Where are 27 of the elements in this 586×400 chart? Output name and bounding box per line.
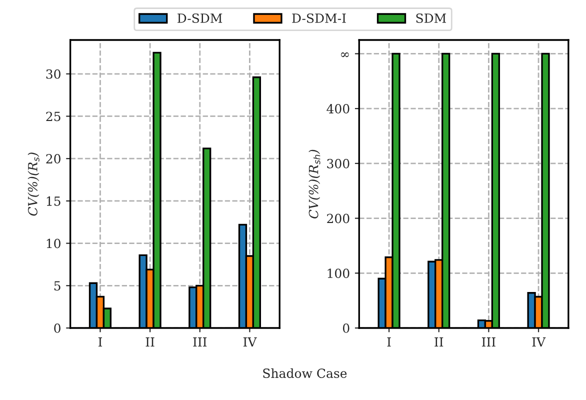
x-axis-title: Shadow Case: [263, 368, 347, 378]
y-tick-label: 20: [46, 154, 60, 164]
y-tick-label: 10: [46, 238, 60, 248]
legend-label: D-SDM-I: [292, 13, 346, 23]
legend-label: SDM: [416, 13, 446, 23]
y-tick-label: 25: [46, 112, 60, 122]
x-tick-label: I: [387, 337, 391, 347]
x-tick-label: II: [146, 337, 154, 347]
y-tick-label: ∞: [341, 52, 349, 58]
y-tick-label: 0: [342, 323, 350, 333]
x-tick-label: IV: [532, 337, 546, 347]
x-tick-label: III: [193, 337, 207, 347]
x-tick-label: IV: [243, 337, 257, 347]
y-tick-label: 0: [54, 323, 60, 333]
x-tick-label: III: [482, 337, 496, 347]
x-tick-label: II: [434, 337, 444, 347]
y-axis-title: CV(%)(R$_{sh}$): [308, 150, 320, 218]
y-tick-label: 300: [327, 158, 350, 168]
y-axis-title: CV(%)(R$_{s}$): [28, 152, 40, 216]
y-tick-label: 15: [46, 196, 60, 206]
y-tick-label: 5: [54, 281, 60, 291]
y-tick-label: 200: [327, 214, 350, 224]
x-tick-label: I: [98, 337, 102, 347]
y-tick-label: 100: [328, 268, 350, 278]
legend-label: D-SDM: [178, 13, 222, 23]
y-tick-label: 30: [46, 69, 60, 79]
y-tick-label: 400: [326, 104, 350, 114]
